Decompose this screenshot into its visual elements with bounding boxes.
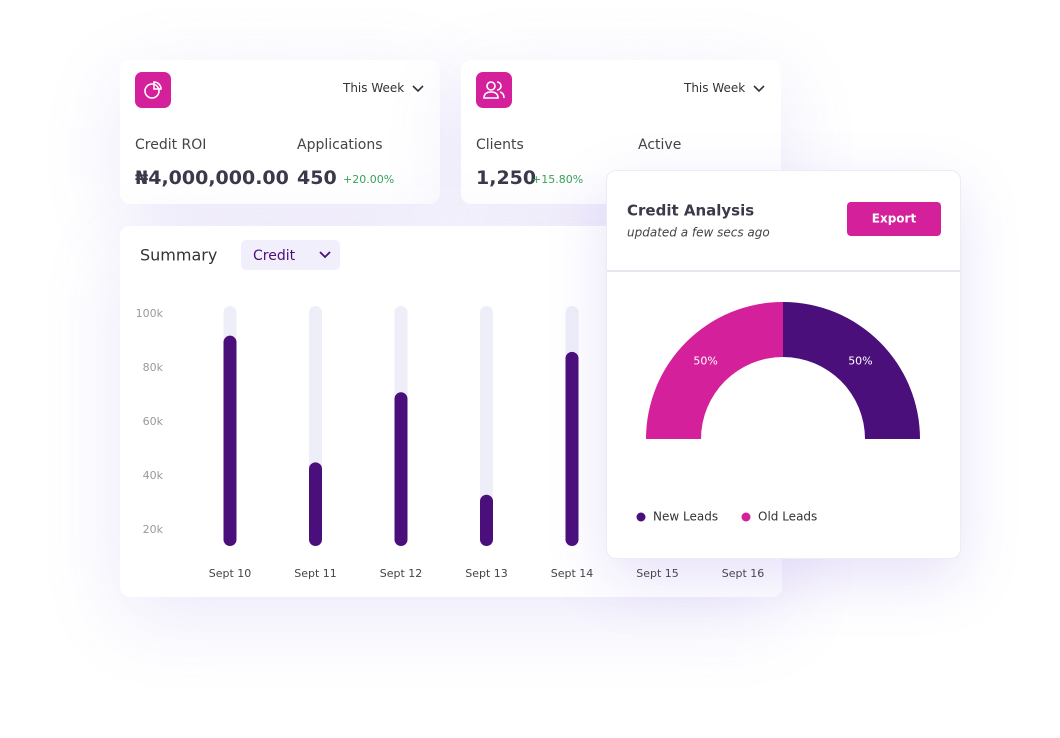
bar	[394, 392, 408, 546]
legend-dot	[636, 512, 646, 522]
chevron	[319, 251, 331, 259]
metric-label: Clients	[476, 137, 524, 153]
card-icon	[135, 72, 171, 108]
bar-chart: Summary Credit 20k 40k 60k 80k 100k Sept 10 Se…	[136, 240, 765, 580]
metric-change: +20.00%	[343, 173, 395, 186]
x-tick-label: Sept 14	[551, 567, 594, 580]
y-tick-label: 80k	[143, 361, 164, 374]
card-title: Credit Analysis	[627, 202, 754, 220]
metric-value: 450	[297, 167, 337, 189]
x-tick-label: Sept 10	[209, 567, 252, 580]
metric-label: Applications	[297, 137, 383, 153]
bar	[480, 494, 493, 546]
pie-chart: Credit Analysis updated a few secs ago E…	[607, 202, 960, 524]
metric-label: Active	[638, 137, 682, 153]
bar	[223, 335, 237, 546]
period-select[interactable]: This Week	[684, 81, 746, 95]
bar	[565, 351, 579, 546]
chevron	[412, 85, 424, 93]
card-icon	[476, 72, 512, 108]
slice-label: 50%	[693, 355, 717, 368]
summary-title: Summary	[140, 246, 217, 265]
y-tick-label: 60k	[143, 415, 164, 428]
y-tick-label: 40k	[143, 469, 164, 482]
x-tick-label: Sept 13	[465, 567, 508, 580]
period-select[interactable]: This Week	[343, 81, 405, 95]
y-tick-label: 100k	[136, 307, 164, 320]
icon	[144, 81, 162, 99]
bar	[309, 462, 322, 546]
metric-value: ₦4,000,000.00	[135, 167, 289, 189]
stat-card: This Week Credit ROI ₦4,000,000.00 Appli…	[120, 60, 440, 204]
bar-track	[480, 306, 493, 546]
legend-label: New Leads	[653, 510, 718, 524]
metric-label: Credit ROI	[135, 137, 207, 153]
icon	[483, 81, 505, 99]
pie-slice	[646, 302, 783, 439]
legend-dot	[741, 512, 751, 522]
analysis-card: Credit Analysis updated a few secs ago E…	[606, 170, 961, 559]
card-subtitle: updated a few secs ago	[627, 226, 770, 240]
filter-value: Credit	[253, 248, 296, 264]
metric-value: 1,250	[476, 167, 537, 189]
export-button[interactable]	[847, 202, 941, 236]
chevron	[753, 85, 765, 93]
x-tick-label: Sept 12	[380, 567, 423, 580]
x-tick-label: Sept 15	[636, 567, 679, 580]
x-tick-label: Sept 16	[722, 567, 765, 580]
filter-select[interactable]	[241, 240, 340, 270]
x-tick-label: Sept 11	[294, 567, 337, 580]
y-tick-label: 20k	[143, 523, 164, 536]
button-label: Export	[872, 212, 917, 226]
metric-change: +15.80%	[532, 173, 584, 186]
slice-label: 50%	[848, 355, 872, 368]
pie-slice	[783, 302, 920, 439]
legend-label: Old Leads	[758, 510, 817, 524]
